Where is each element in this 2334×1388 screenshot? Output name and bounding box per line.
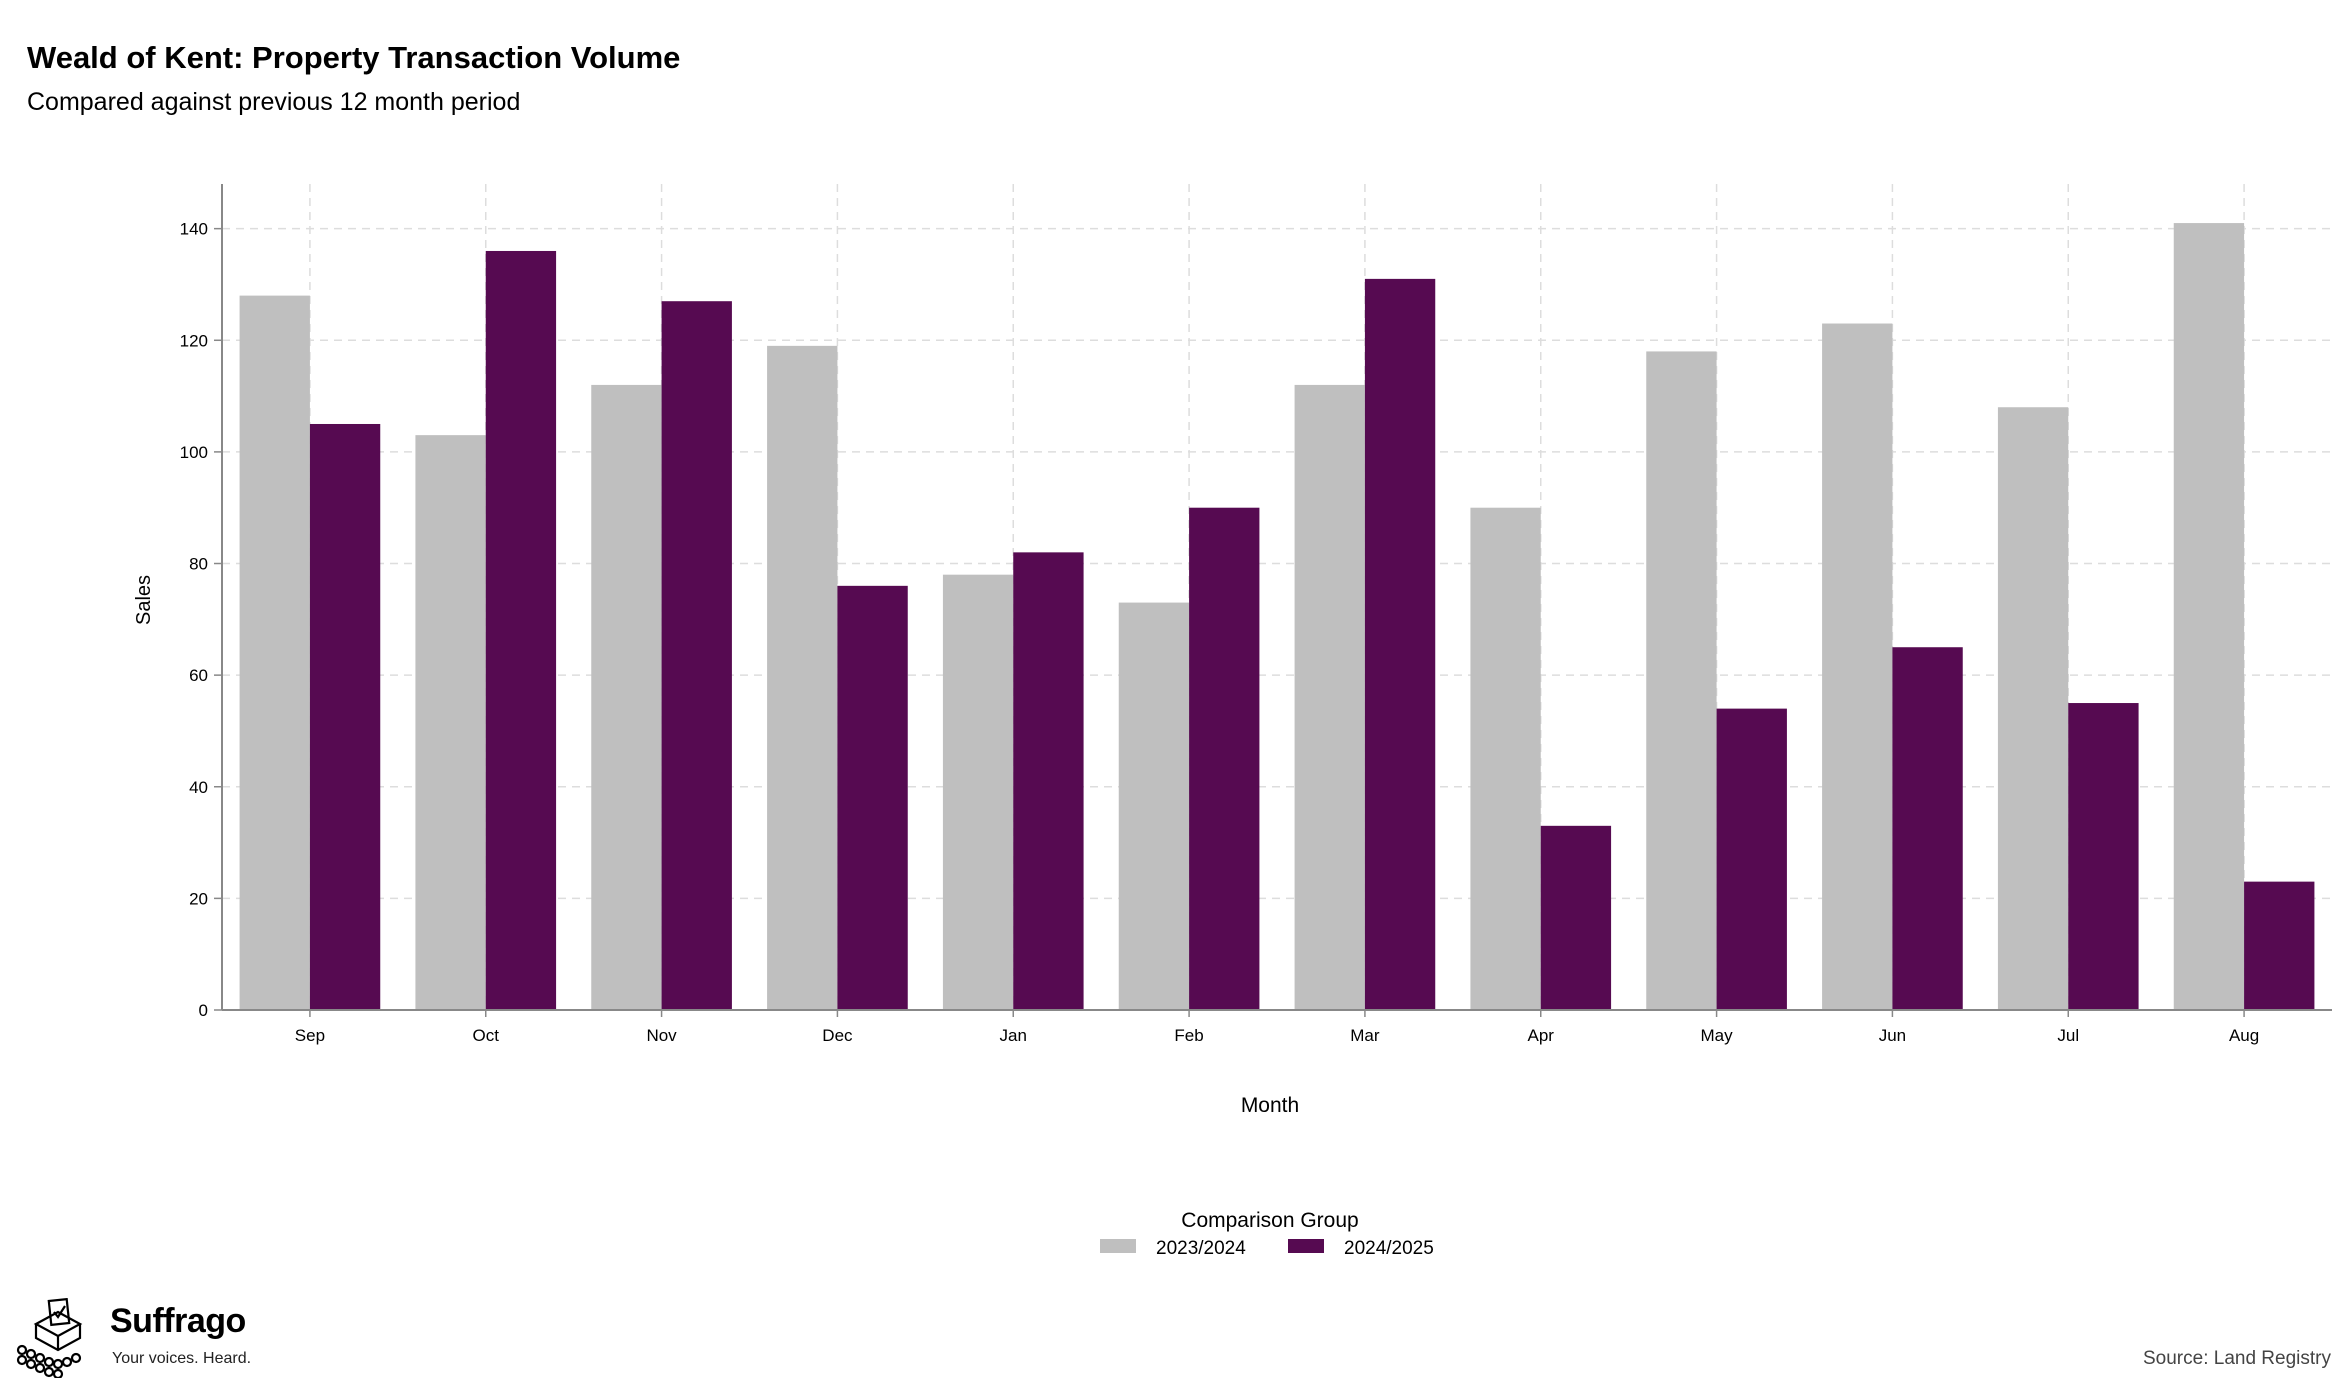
bar-2023-2024-oct [415,435,486,1010]
bar-2024-2025-mar [1364,278,1436,1010]
bar-2024-2025-nov [661,301,732,1010]
chart-title: Weald of Kent: Property Transaction Volu… [27,40,681,75]
chart-subtitle: Compared against previous 12 month perio… [27,88,521,116]
bar-2024-2025-oct [485,250,557,1011]
x-tick-label: Nov [646,1026,677,1045]
bar-2023-2024-sep [239,295,310,1011]
bar-2024-2025-sep [309,423,381,1011]
x-tick-label: Feb [1174,1026,1203,1045]
y-tick-label: 80 [189,555,208,574]
x-tick-label: Aug [2229,1026,2259,1045]
y-tick-label: 120 [180,331,208,350]
x-axis-label: Month [1241,1094,1299,1117]
bar-2023-2024-aug [2173,223,2245,1010]
ballot-box-icon [16,1298,83,1378]
x-tick-label: Sep [295,1026,325,1045]
bar-2023-2024-mar [1294,384,1365,1010]
y-tick-label: 140 [180,220,208,239]
legend-swatch-1 [1100,1239,1136,1253]
bar-2024-2025-feb [1189,507,1260,1010]
bar-2024-2025-jul [2068,703,2139,1010]
bar-2024-2025-may [1716,708,1787,1010]
x-tick-label: Mar [1350,1026,1380,1045]
bar-2023-2024-nov [591,384,662,1010]
y-tick-label: 0 [199,1001,208,1020]
x-tick-label: Dec [822,1026,853,1045]
logo-name: Suffrago [110,1302,246,1340]
x-tick-label: Jun [1879,1026,1906,1045]
y-axis-label: Sales [133,575,155,625]
suffrago-logo: Suffrago Your voices. Heard. [14,1298,264,1378]
bar-2023-2024-may [1646,351,1717,1010]
bar-2023-2024-feb [1118,602,1190,1010]
legend-title: Comparison Group [1181,1209,1358,1232]
y-tick-label: 40 [189,778,208,797]
source-note: Source: Land Registry [2143,1348,2331,1369]
legend-label-2: 2024/2025 [1344,1238,1434,1259]
bar-2024-2025-apr [1540,825,1612,1010]
legend: 2023/2024 2024/2025 [1100,1238,1434,1259]
bar-2023-2024-jul [1997,407,2069,1010]
y-tick-label: 100 [180,443,208,462]
bar-2024-2025-jun [1892,647,1963,1010]
bar-2023-2024-dec [767,345,838,1011]
y-tick-label: 60 [189,666,208,685]
bar-2024-2025-dec [837,585,908,1010]
bar-2024-2025-jan [1013,552,1084,1010]
x-tick-label: Apr [1528,1026,1555,1045]
legend-swatch-2 [1288,1239,1324,1253]
bar-2024-2025-aug [2244,881,2315,1010]
bar-2023-2024-jan [942,574,1014,1010]
y-tick-label: 20 [189,889,208,908]
legend-label-1: 2023/2024 [1156,1238,1246,1259]
x-tick-label: Jul [2057,1026,2079,1045]
bar-chart: 0 20 40 60 80 100 120 140 Sep Oct Nov Dec Jan Feb Mar A… [133,184,2332,1259]
logo-tagline: Your voices. Heard. [112,1350,252,1367]
x-tick-label: Oct [473,1026,500,1045]
x-tick-label: May [1701,1026,1734,1045]
bar-2023-2024-jun [1822,323,1893,1010]
x-tick-label: Jan [1000,1026,1027,1045]
bar-2023-2024-apr [1470,507,1541,1010]
